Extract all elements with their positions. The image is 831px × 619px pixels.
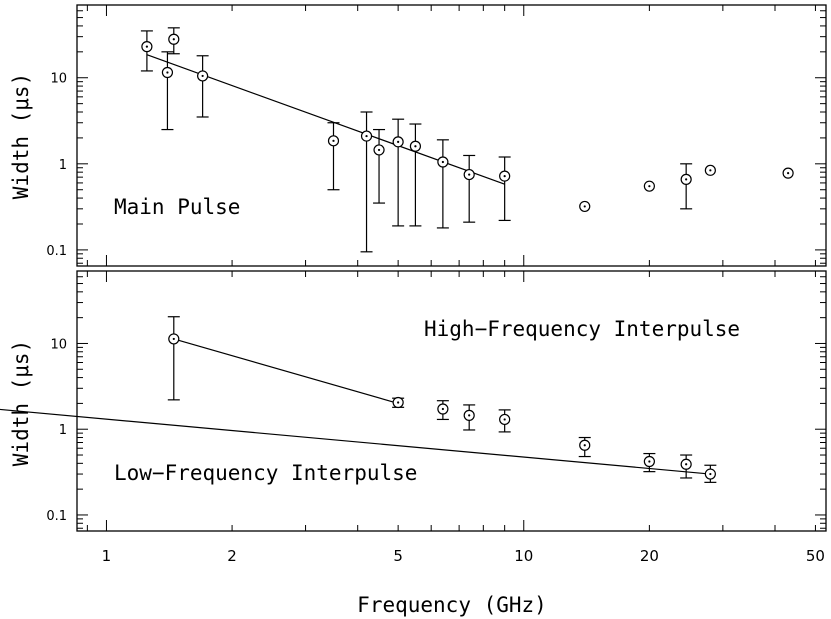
top-data-point-center	[145, 45, 148, 48]
top-data-point-center	[787, 172, 790, 175]
top-data-point-center	[166, 71, 169, 74]
top-data-point-center	[397, 140, 400, 143]
top-ytick-label: 0.1	[46, 244, 67, 259]
top-data-point-center	[441, 160, 444, 164]
bottom-data-point-center	[503, 418, 506, 421]
top-data-point-center	[377, 148, 381, 152]
bottom-data-point-center	[583, 444, 586, 447]
bottom-data-point-center	[685, 463, 688, 466]
top-data-point-center	[685, 178, 688, 181]
top-data-point-center	[172, 38, 175, 41]
bottom-ytick-label: 1	[59, 423, 67, 438]
top-data-point-center	[648, 185, 651, 188]
y-axis-label-bottom: Width (μs)	[9, 340, 33, 466]
bottom-data-point-center	[709, 472, 712, 476]
bottom-data-point-center	[648, 460, 651, 463]
bottom-ytick-label: 10	[50, 337, 67, 352]
xtick-label: 10	[514, 547, 533, 565]
bottom-data-point-center	[397, 401, 400, 404]
x-axis-label: Frequency (GHz)	[357, 593, 547, 617]
bottom-plot-frame	[76, 270, 827, 532]
low-frequency-interpulse-label: Low−Frequency Interpulse	[114, 461, 417, 485]
high-frequency-interpulse-label: High−Frequency Interpulse	[424, 317, 740, 341]
bottom-data-point-center	[172, 337, 175, 341]
bottom-data-point-center	[468, 414, 471, 417]
top-data-point-center	[201, 74, 204, 78]
top-data-point-center	[468, 173, 471, 176]
bottom-data-point-center	[441, 407, 444, 411]
main-pulse-panel: 0.1 1 10	[46, 4, 827, 267]
xtick-label: 5	[393, 547, 403, 565]
bottom-fit-line	[173, 338, 399, 404]
top-data-point-center	[365, 134, 368, 138]
xtick-label: 50	[806, 547, 825, 565]
top-ytick-label: 1	[59, 158, 67, 173]
top-data-point-center	[503, 175, 506, 178]
main-pulse-label: Main Pulse	[114, 195, 240, 219]
top-plot-frame	[76, 4, 827, 267]
xtick-label: 1	[102, 547, 112, 565]
y-axis-label-top: Width (μs)	[9, 73, 33, 199]
interpulse-panel: 0.1 1 10 1 2 5 10 20 50	[0, 270, 827, 565]
top-data-point-center	[414, 145, 417, 148]
top-data-point-center	[709, 169, 712, 172]
bottom-ytick-label: 0.1	[46, 509, 67, 524]
xtick-label: 20	[640, 547, 659, 565]
top-data-point-center	[332, 139, 335, 142]
bottom-fit-line	[0, 408, 711, 475]
top-data-point-center	[583, 205, 586, 208]
top-ytick-label: 10	[50, 72, 67, 87]
xtick-label: 2	[227, 547, 237, 565]
